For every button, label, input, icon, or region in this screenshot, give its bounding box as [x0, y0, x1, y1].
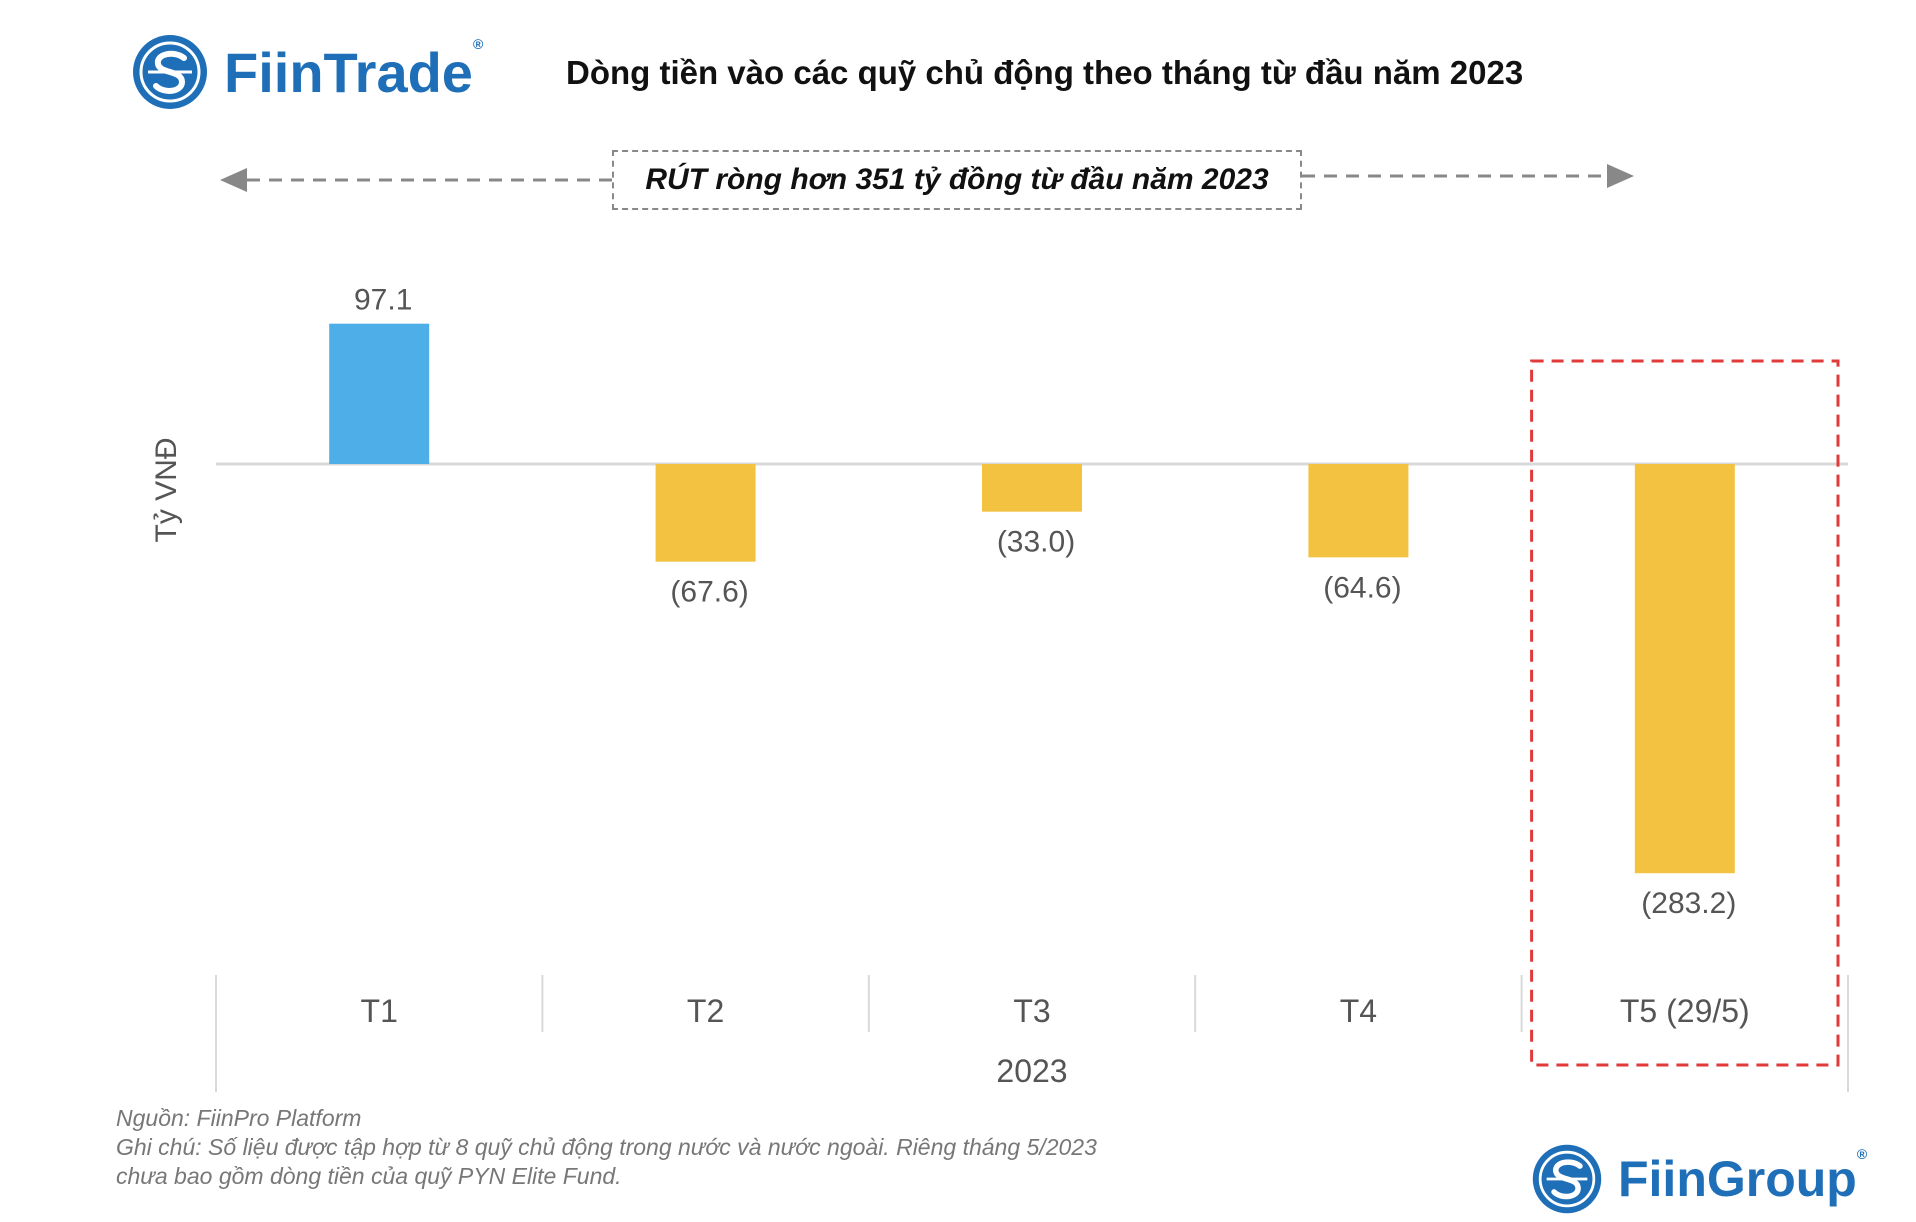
chart-title: Dòng tiền vào các quỹ chủ động theo thán… [566, 54, 1524, 91]
y-axis-label: Tỷ VNĐ [150, 438, 183, 543]
fiintrade-wordmark: FiinTrade® [224, 35, 484, 104]
highlight-box [1530, 359, 1840, 1067]
footnote-line-1: Ghi chú: Số liệu được tập hợp từ 8 quỹ c… [116, 1134, 1097, 1160]
fiingroup-wordmark: FiinGroup® [1618, 1146, 1868, 1207]
bar-t2 [655, 464, 756, 562]
data-label: (64.6) [1323, 571, 1401, 604]
footnote-line-2: chưa bao gồm dòng tiền của quỹ PYN Elite… [116, 1163, 622, 1189]
fiin-s-logo-icon [1532, 1144, 1602, 1214]
bar-t5 [1634, 464, 1735, 874]
data-label: 97.1 [354, 284, 412, 317]
bar-t1 [329, 323, 430, 464]
data-label: (33.0) [997, 526, 1075, 559]
x-group-label: 2023 [996, 1053, 1067, 1089]
fiingroup-logo: FiinGroup® [1530, 1142, 1867, 1216]
x-tick-label: T3 [1013, 993, 1050, 1029]
x-tick-label: T1 [361, 993, 398, 1029]
net-withdrawal-banner: RÚT ròng hơn 351 tỷ đồng từ đầu năm 2023 [612, 150, 1302, 210]
x-tick-label: T5 (29/5) [1620, 993, 1750, 1029]
x-tick-label: T4 [1340, 993, 1377, 1029]
data-label: (67.6) [670, 576, 748, 609]
bar-t4 [1308, 464, 1409, 558]
source-note: Nguồn: FiinPro Platform [116, 1105, 362, 1131]
bar-t3 [982, 464, 1082, 512]
data-label: (283.2) [1641, 887, 1736, 920]
x-tick-label: T2 [687, 993, 724, 1029]
footer-notes: Nguồn: FiinPro Platform Ghi chú: Số liệu… [116, 1104, 1097, 1191]
fiintrade-logo: FiinTrade® [130, 32, 483, 112]
fiin-s-logo-icon [133, 35, 207, 109]
